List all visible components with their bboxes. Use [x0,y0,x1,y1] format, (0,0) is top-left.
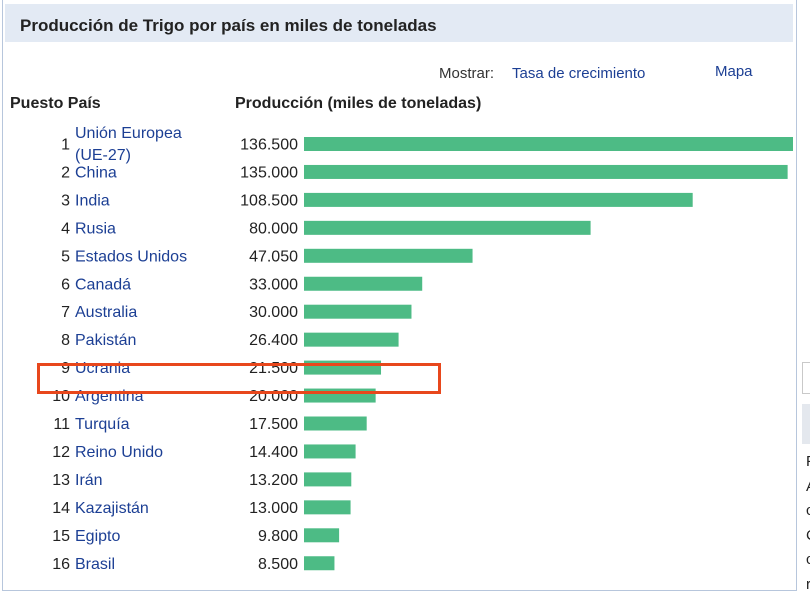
rank-label: 3 [61,192,70,209]
country-link[interactable]: Irán [75,472,103,489]
country-link[interactable]: Estados Unidos [75,248,187,265]
bar [304,164,788,179]
show-label: Mostrar: [439,65,495,82]
bar [304,248,473,263]
value-label: 13.000 [249,500,298,517]
bar [304,220,591,235]
value-label: 14.400 [249,444,298,461]
rank-label: 12 [52,444,70,461]
rank-label: 14 [52,500,70,517]
map-link[interactable]: Mapa [715,63,753,80]
country-link[interactable]: Australia [75,304,137,321]
rank-label: 7 [61,304,70,321]
value-label: 13.200 [249,472,298,489]
bar [304,472,352,487]
value-label: 80.000 [249,220,298,237]
side-widget-strip [802,404,810,444]
country-link[interactable]: Unión Europea (UE-27) [75,125,182,164]
bar [304,332,399,347]
growth-rate-link[interactable]: Tasa de crecimiento [512,65,646,82]
country-link[interactable]: Pakistán [75,332,136,349]
country-link[interactable]: China [75,164,117,181]
value-label: 17.500 [249,416,298,433]
bar [304,444,356,459]
country-link[interactable]: Egipto [75,528,120,545]
rank-label: 13 [52,472,70,489]
rank-label: 1 [61,137,70,154]
rank-label: 15 [52,528,70,545]
chart-panel [2,0,797,591]
rank-label: 11 [53,416,70,433]
country-link[interactable]: Canadá [75,276,131,293]
rank-label: 9 [61,360,70,377]
country-link[interactable]: Reino Unido [75,444,163,461]
bar [304,528,340,543]
country-link[interactable]: Turquía [75,416,130,433]
value-label: 8.500 [258,556,298,573]
country-link[interactable]: Rusia [75,220,116,237]
chart-title: Producción de Trigo por país en miles de… [20,16,437,35]
rank-country-header: Puesto País [10,95,101,112]
country-link-line: (UE-27) [75,147,131,164]
side-widget-box[interactable] [802,362,810,394]
value-label: 33.000 [249,276,298,293]
side-widget-text: F A c C c r [806,453,810,593]
country-link[interactable]: Kazajistán [75,500,149,517]
bar [304,137,793,151]
value-label: 108.500 [240,192,298,209]
value-label: 135.000 [240,164,298,181]
value-label: 26.400 [249,332,298,349]
value-label: 30.000 [249,304,298,321]
bar [304,556,335,571]
value-label: 136.500 [240,137,298,154]
bar [304,416,367,431]
value-label: 47.050 [249,248,298,265]
bar [304,192,693,207]
country-link-line: Unión Europea [75,125,182,142]
bar [304,304,412,319]
bar [304,276,423,291]
rank-label: 8 [61,332,70,349]
country-link[interactable]: Brasil [75,556,115,573]
country-link[interactable]: India [75,192,110,209]
rank-label: 2 [61,164,70,181]
rank-label: 4 [61,220,70,237]
title-bar: Producción de Trigo por país en miles de… [5,4,793,42]
rank-label: 5 [61,248,70,265]
production-header: Producción (miles de toneladas) [235,95,482,112]
rank-label: 16 [52,556,70,573]
highlight-box [37,363,441,394]
bar [304,500,351,515]
value-label: 9.800 [258,528,298,545]
rank-label: 6 [61,276,70,293]
